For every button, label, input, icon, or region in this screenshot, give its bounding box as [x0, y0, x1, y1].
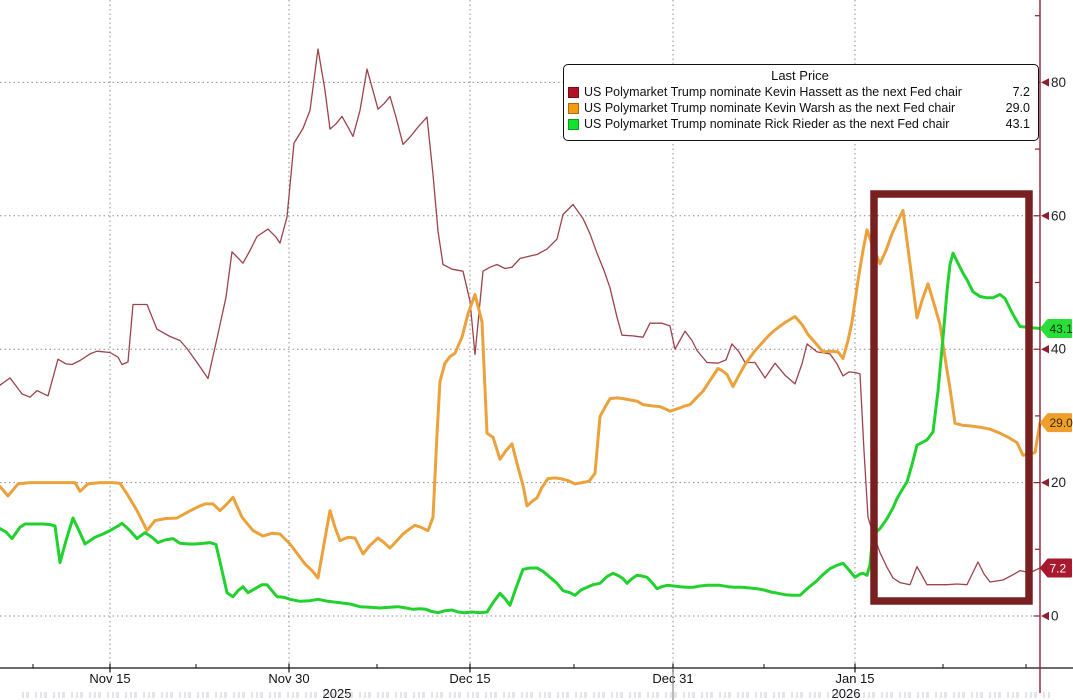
legend-label-hassett: US Polymarket Trump nominate Kevin Hasse… [584, 85, 962, 99]
legend-title: Last Price [771, 68, 829, 83]
x-tick-label: Jan 15 [835, 671, 874, 686]
legend-swatch-rieder [568, 118, 579, 130]
price-badge-warsh [1040, 413, 1072, 433]
year-label: 2025 [323, 686, 352, 700]
legend-value-rieder: 43.1 [1005, 117, 1030, 131]
y-tick-arrow [1041, 211, 1049, 220]
legend-label-rieder: US Polymarket Trump nominate Rick Rieder… [584, 117, 950, 131]
price-badge-label: 7.2 [1050, 562, 1067, 576]
y-tick-label: 40 [1051, 342, 1066, 357]
highlight-box [870, 190, 1033, 605]
y-tick-label: 0 [1051, 609, 1059, 624]
y-tick-arrow [1041, 611, 1049, 621]
price-badge-hassett [1040, 558, 1072, 578]
legend-item-rieder: US Polymarket Trump nominate Rick Rieder… [568, 116, 1032, 132]
x-tick-label: Nov 15 [89, 671, 130, 686]
legend-swatch-warsh [568, 102, 579, 114]
legend-item-hassett: US Polymarket Trump nominate Kevin Hasse… [568, 84, 1032, 100]
legend-item-warsh: US Polymarket Trump nominate Kevin Warsh… [568, 100, 1032, 116]
rieder-line [0, 251, 1042, 615]
clipped-footer-text [22, 692, 1052, 698]
y-tick-arrow [1041, 345, 1049, 354]
price-badge-rieder [1040, 319, 1072, 338]
legend-value-warsh: 29.0 [1005, 101, 1030, 115]
legend-value-hassett: 7.2 [1012, 85, 1030, 99]
y-tick-arrow [1041, 478, 1049, 487]
y-tick-label: 60 [1051, 208, 1066, 223]
year-label: 2026 [832, 686, 861, 700]
x-tick-label: Dec 15 [449, 671, 490, 686]
price-badge-label: 43.1 [1050, 322, 1073, 336]
hassett-line [0, 48, 1041, 586]
price-badge-label: 29.0 [1050, 416, 1073, 430]
y-tick-label: 20 [1051, 475, 1066, 490]
y-tick-label: 80 [1051, 75, 1066, 90]
y-tick-arrow [1041, 78, 1049, 87]
legend-label-warsh: US Polymarket Trump nominate Kevin Warsh… [584, 101, 956, 115]
x-tick-label: Nov 30 [268, 671, 309, 686]
legend-swatch-hassett [568, 86, 579, 98]
legend-box: Last Price US Polymarket Trump nominate … [563, 64, 1039, 141]
